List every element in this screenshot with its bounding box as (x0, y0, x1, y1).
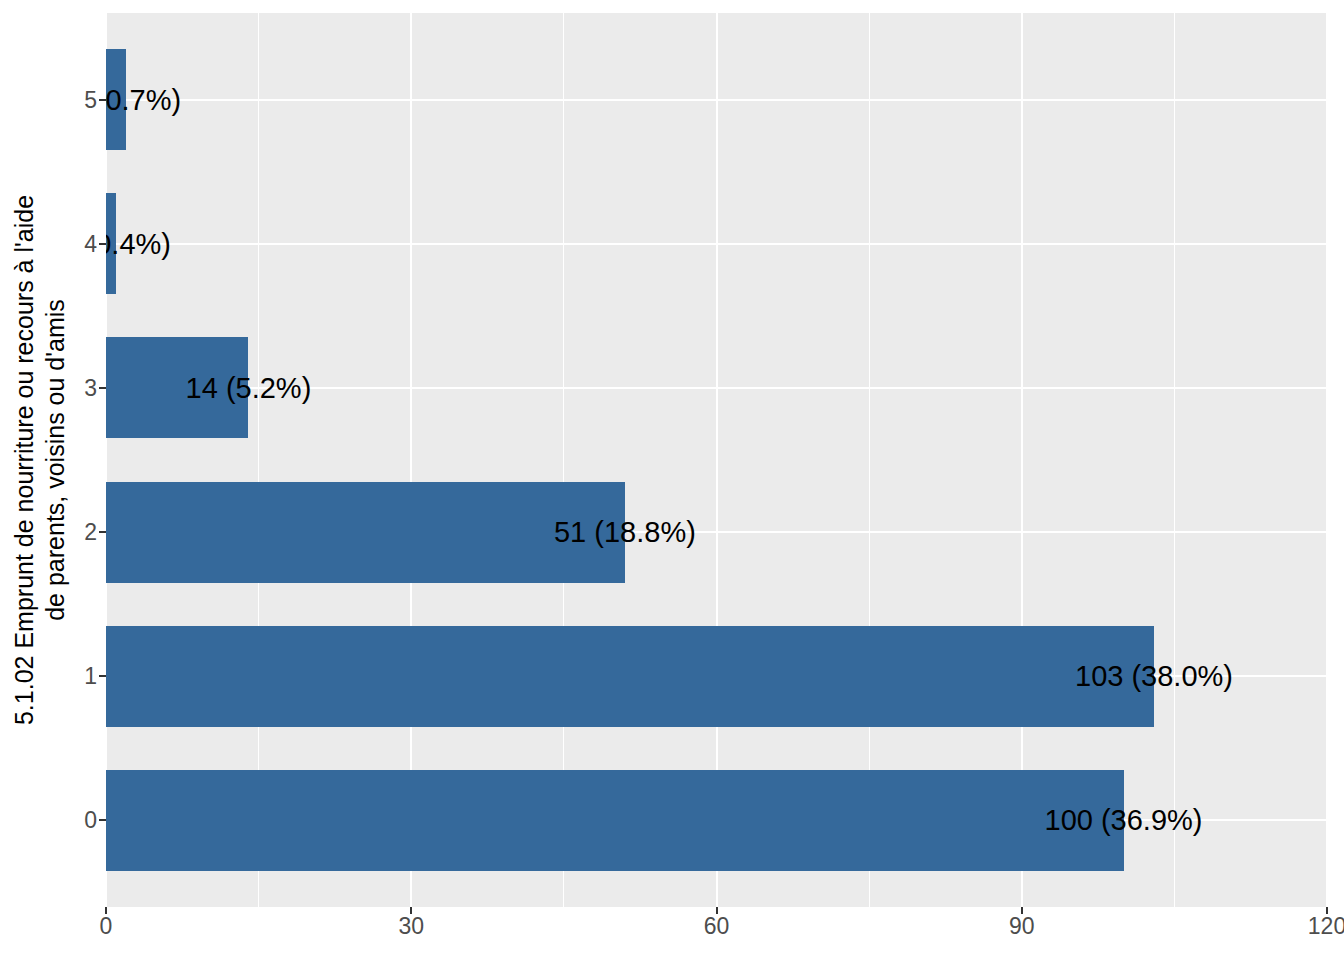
bar-value-label: 51 (18.8%) (554, 516, 696, 549)
y-axis-title-line2: de parents, voisins ou d'amis (40, 13, 71, 907)
y-axis-title-line1: 5.1.02 Emprunt de nourriture ou recours … (9, 13, 40, 907)
x-tick-label: 0 (100, 913, 113, 940)
y-tick-mark (99, 99, 106, 101)
y-tick-mark (99, 531, 106, 533)
y-axis-title: 5.1.02 Emprunt de nourriture ou recours … (9, 13, 71, 907)
x-tick-label: 30 (398, 913, 424, 940)
y-tick-mark (99, 243, 106, 245)
bar-value-label: 103 (38.0%) (1075, 660, 1233, 693)
panel: 100 (36.9%) 103 (38.0%) 51 (18.8%) 14 (5.2%… (106, 13, 1327, 907)
y-tick-mark (99, 387, 106, 389)
x-tick-label: 90 (1009, 913, 1035, 940)
x-gridline-major (1326, 13, 1327, 907)
bar-value-label: 2 (0.7%) (106, 83, 181, 116)
x-gridline-minor (1174, 13, 1175, 907)
y-tick-mark (99, 675, 106, 677)
bar (106, 482, 625, 583)
bar-chart: 100 (36.9%) 103 (38.0%) 51 (18.8%) 14 (5.2%… (0, 0, 1344, 960)
y-gridline-major (106, 99, 1327, 101)
y-gridline-major (106, 243, 1327, 245)
bar-value-label: 1 (0.4%) (106, 227, 171, 260)
y-tick-mark (99, 819, 106, 821)
bar (106, 626, 1154, 727)
bar-value-label: 100 (36.9%) (1045, 804, 1203, 837)
x-tick-label: 60 (704, 913, 730, 940)
bar-value-label: 14 (5.2%) (186, 371, 312, 404)
bar (106, 770, 1124, 871)
x-tick-label: 120 (1308, 913, 1344, 940)
